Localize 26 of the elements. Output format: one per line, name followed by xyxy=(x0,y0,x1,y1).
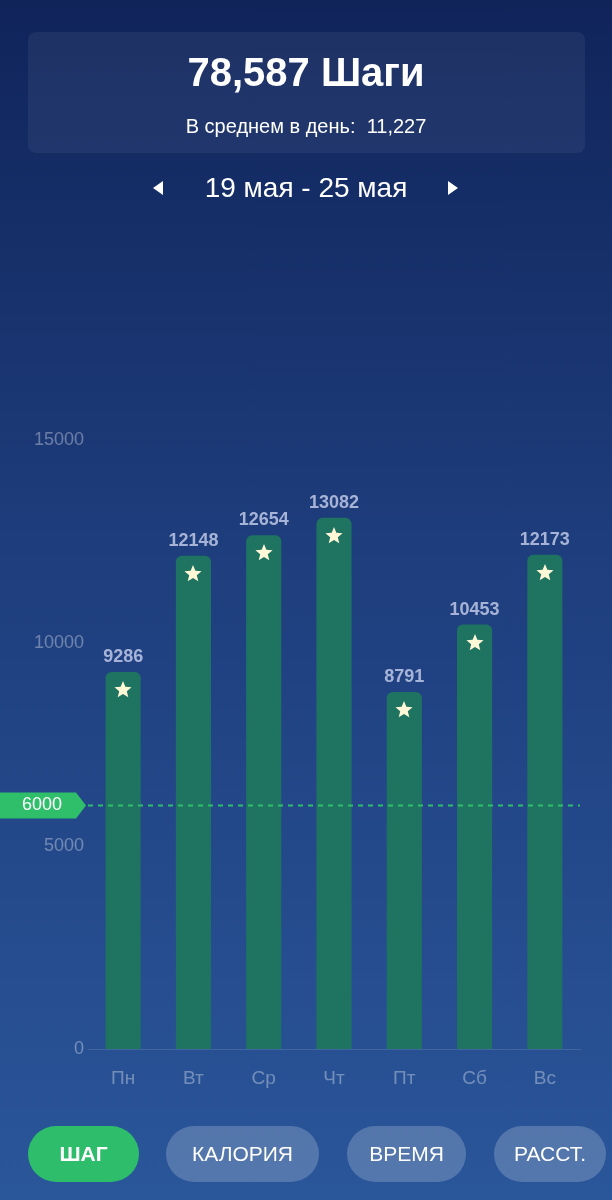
data-label: 12654 xyxy=(238,509,289,530)
x-tick-label: Пт xyxy=(393,1066,416,1088)
y-tick-label: 15000 xyxy=(33,428,84,449)
text: 19 мая - 25 мая xyxy=(203,172,409,204)
x-tick-label: Вс xyxy=(533,1066,556,1088)
data-label: 13082 xyxy=(308,491,360,512)
y-tick-label: 10000 xyxy=(33,631,84,652)
y-tick-label: 0 xyxy=(73,1037,84,1058)
text: РАССТ. xyxy=(494,1126,606,1182)
x-tick-label: Ср xyxy=(251,1066,276,1088)
text: ШАГ xyxy=(28,1126,139,1182)
x-tick-label: Пн xyxy=(111,1066,136,1088)
x-tick-label: Сб xyxy=(462,1066,487,1088)
data-label: 12148 xyxy=(168,529,219,550)
ref-line-label: 6000 xyxy=(21,794,63,815)
data-label: 8791 xyxy=(384,666,425,687)
y-tick-label: 5000 xyxy=(43,834,84,855)
data-label: 10453 xyxy=(449,598,500,619)
text: КАЛОРИЯ xyxy=(166,1126,319,1182)
data-label: 9286 xyxy=(103,645,144,666)
x-tick-label: Вт xyxy=(183,1066,205,1088)
chart-subtitle: В среднем в день: 11,227 xyxy=(184,115,428,138)
chart-title: 78,587 Шаги xyxy=(186,50,426,95)
data-label: 12173 xyxy=(519,528,570,549)
x-tick-label: Чт xyxy=(323,1066,345,1088)
text: ВРЕМЯ xyxy=(347,1126,466,1182)
